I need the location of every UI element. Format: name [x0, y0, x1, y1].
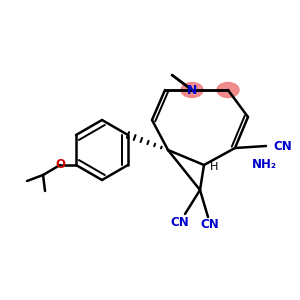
Text: CN: CN: [171, 215, 189, 229]
Text: CN: CN: [201, 218, 219, 232]
Text: NH₂: NH₂: [252, 158, 277, 170]
Text: O: O: [55, 158, 65, 172]
Text: N: N: [187, 83, 197, 97]
Ellipse shape: [181, 82, 203, 98]
Text: H: H: [210, 162, 218, 172]
Text: CN: CN: [273, 140, 292, 152]
Ellipse shape: [217, 82, 239, 98]
